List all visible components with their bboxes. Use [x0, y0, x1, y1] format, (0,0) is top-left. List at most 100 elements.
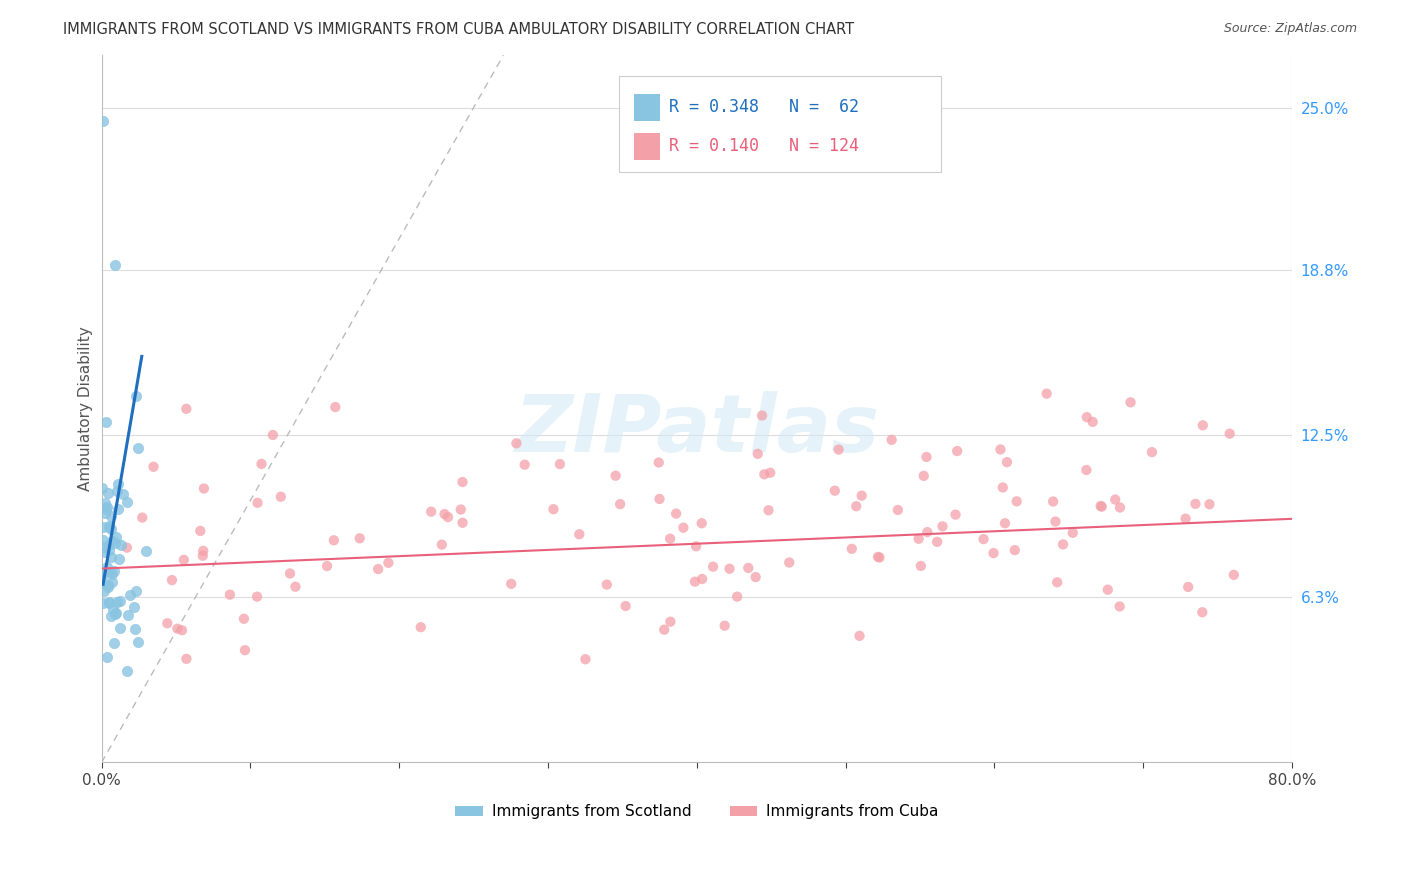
- Point: [188, 524, 211, 538]
- Point: [1108, 599, 1130, 614]
- Point: [91, 533, 114, 548]
- Point: [94, 495, 117, 509]
- Point: [1219, 426, 1241, 441]
- Point: [430, 538, 453, 552]
- Point: [104, 607, 127, 621]
- Point: [866, 549, 889, 564]
- Point: [912, 468, 935, 483]
- Point: [672, 521, 695, 535]
- Point: [104, 536, 127, 550]
- Point: [91, 519, 114, 533]
- Point: [713, 618, 735, 632]
- Point: [1191, 605, 1213, 619]
- Point: [233, 643, 256, 657]
- Point: [193, 544, 215, 558]
- Point: [108, 621, 131, 635]
- Point: [91, 596, 114, 610]
- Point: [98, 595, 121, 609]
- Point: [142, 459, 165, 474]
- Point: [652, 623, 675, 637]
- Point: [193, 482, 215, 496]
- Point: [420, 505, 443, 519]
- Point: [568, 527, 591, 541]
- Point: [97, 538, 120, 552]
- Point: [100, 508, 122, 523]
- Point: [451, 516, 474, 530]
- Point: [100, 565, 122, 579]
- Point: [1081, 415, 1104, 429]
- Point: [995, 455, 1018, 469]
- Point: [614, 599, 637, 613]
- Point: [124, 622, 146, 636]
- Point: [451, 475, 474, 489]
- Point: [96, 500, 118, 515]
- Point: [115, 664, 138, 678]
- Point: [118, 588, 141, 602]
- Point: [101, 566, 124, 581]
- Point: [946, 444, 969, 458]
- Point: [96, 649, 118, 664]
- Point: [108, 552, 131, 566]
- Text: Source: ZipAtlas.com: Source: ZipAtlas.com: [1223, 22, 1357, 36]
- Point: [887, 503, 910, 517]
- Point: [1035, 386, 1057, 401]
- Point: [284, 580, 307, 594]
- Point: [96, 501, 118, 516]
- Point: [111, 487, 134, 501]
- Point: [869, 550, 891, 565]
- Point: [1076, 463, 1098, 477]
- Point: [97, 578, 120, 592]
- Point: [754, 467, 776, 482]
- Point: [880, 433, 903, 447]
- Point: [316, 559, 339, 574]
- Point: [1062, 525, 1084, 540]
- Point: [101, 575, 124, 590]
- Point: [758, 503, 780, 517]
- Point: [685, 539, 707, 553]
- Point: [98, 519, 121, 533]
- Point: [156, 616, 179, 631]
- Point: [91, 481, 114, 495]
- Point: [1119, 395, 1142, 409]
- Point: [115, 541, 138, 555]
- Point: [127, 441, 149, 455]
- Point: [262, 428, 284, 442]
- Point: [103, 636, 125, 650]
- Point: [1140, 445, 1163, 459]
- Point: [945, 508, 967, 522]
- Point: [1076, 410, 1098, 425]
- Point: [659, 615, 682, 629]
- Point: [110, 538, 132, 552]
- Point: [841, 541, 863, 556]
- Point: [1223, 567, 1246, 582]
- Point: [96, 415, 118, 429]
- Point: [778, 556, 800, 570]
- Point: [437, 510, 460, 524]
- Point: [103, 564, 125, 578]
- Point: [110, 594, 132, 608]
- Point: [98, 520, 121, 534]
- Point: [91, 569, 114, 583]
- Point: [725, 590, 748, 604]
- Point: [131, 510, 153, 524]
- Point: [94, 545, 117, 559]
- Point: [917, 525, 939, 540]
- Point: [96, 559, 118, 574]
- Text: R = 0.140   N = 124: R = 0.140 N = 124: [669, 137, 859, 155]
- Point: [107, 502, 129, 516]
- Bar: [634, 133, 659, 160]
- Point: [648, 456, 671, 470]
- Point: [907, 532, 929, 546]
- Point: [501, 576, 523, 591]
- Point: [659, 532, 682, 546]
- Point: [824, 483, 846, 498]
- Point: [1109, 500, 1132, 515]
- Point: [1177, 580, 1199, 594]
- Point: [160, 573, 183, 587]
- Point: [574, 652, 596, 666]
- Text: R = 0.348   N =  62: R = 0.348 N = 62: [669, 98, 859, 117]
- Point: [125, 583, 148, 598]
- Point: [596, 577, 619, 591]
- Point: [278, 566, 301, 581]
- Point: [122, 600, 145, 615]
